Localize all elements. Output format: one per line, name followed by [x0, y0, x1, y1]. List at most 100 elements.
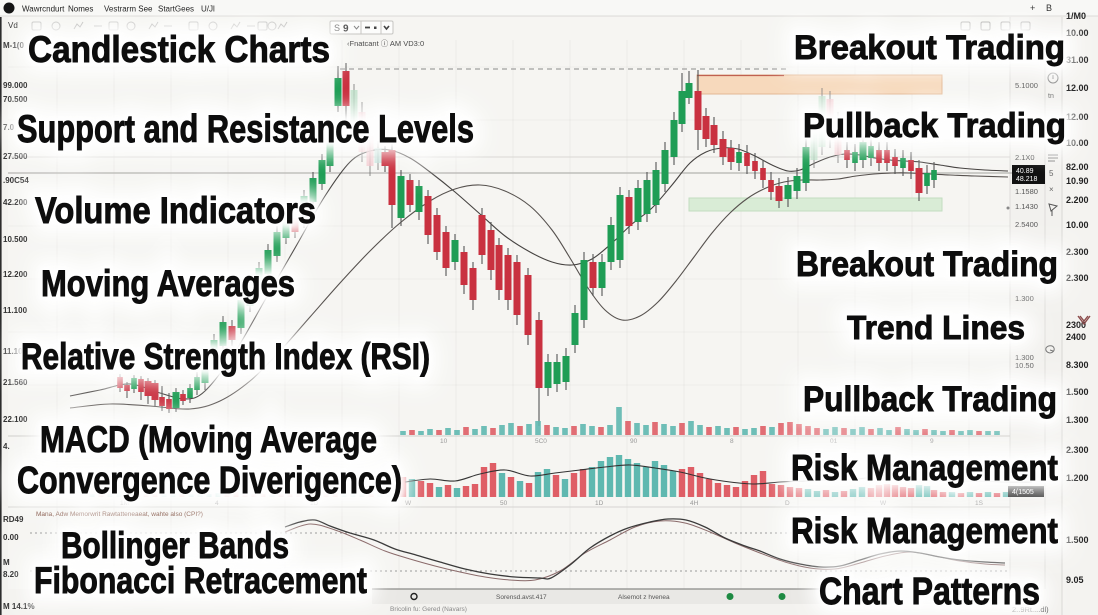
svg-text:1.200: 1.200 — [1066, 473, 1089, 483]
svg-text:StartGees: StartGees — [158, 5, 194, 14]
svg-text:1/M0: 1/M0 — [1066, 11, 1086, 21]
svg-text:5: 5 — [1049, 169, 1054, 178]
svg-text:Trend Lines: Trend Lines — [847, 309, 1025, 346]
svg-text:Wawrcndurt: Wawrcndurt — [22, 5, 65, 14]
svg-text:31.00: 31.00 — [1066, 55, 1089, 65]
svg-text:99.000: 99.000 — [3, 81, 28, 90]
svg-text:Relative Strength Index (RSI): Relative Strength Index (RSI) — [21, 336, 430, 377]
svg-text:1.1580: 1.1580 — [1015, 187, 1038, 196]
svg-text:Risk Management: Risk Management — [791, 447, 1058, 488]
svg-text:1D: 1D — [595, 500, 604, 507]
svg-text:M: M — [3, 558, 10, 567]
svg-text:10: 10 — [440, 438, 448, 445]
svg-text:7.0: 7.0 — [3, 123, 15, 132]
svg-text:Pullback Trading: Pullback Trading — [803, 380, 1057, 419]
svg-text:Bricolin fu: Gered (Navars): Bricolin fu: Gered (Navars) — [390, 606, 467, 613]
svg-text:B: B — [1046, 3, 1052, 13]
svg-text:‹Fnatcant ⓘ AM VD3:0: ‹Fnatcant ⓘ AM VD3:0 — [347, 39, 424, 48]
svg-text:Vd: Vd — [8, 21, 18, 30]
svg-text:12.00: 12.00 — [1066, 112, 1089, 122]
svg-text:9: 9 — [930, 438, 934, 445]
svg-text:50: 50 — [500, 500, 508, 507]
svg-text:2..9Rt....dl): 2..9Rt....dl) — [1012, 605, 1049, 614]
svg-text:9.05: 9.05 — [1066, 575, 1084, 585]
svg-text:Convergence Diverigence): Convergence Diverigence) — [17, 460, 402, 502]
svg-text:8: 8 — [730, 438, 734, 445]
svg-text:Relative Strength Index (RSI): Relative Strength Index (RSI) — [21, 336, 430, 377]
svg-text:12.200: 12.200 — [3, 270, 28, 279]
svg-text:11.100: 11.100 — [3, 306, 28, 315]
svg-text:10: 10 — [160, 438, 168, 445]
svg-text:5.1000: 5.1000 — [1015, 81, 1038, 90]
svg-text:Candlestick Charts: Candlestick Charts — [28, 28, 330, 70]
svg-text:48.218: 48.218 — [1016, 176, 1038, 183]
svg-text:Chart Patterns: Chart Patterns — [819, 571, 1040, 613]
svg-text:5C0: 5C0 — [535, 438, 547, 445]
svg-text:10.90: 10.90 — [1066, 176, 1089, 186]
svg-text:Sorensd.avst.417: Sorensd.avst.417 — [496, 594, 547, 601]
svg-text:Risk Management: Risk Management — [791, 447, 1058, 488]
svg-text:5: 5 — [345, 438, 349, 445]
svg-text:Alsemot z hvenea: Alsemot z hvenea — [618, 594, 670, 601]
svg-text:D: D — [785, 500, 790, 507]
svg-text:Volume Indicators: Volume Indicators — [35, 190, 316, 231]
svg-text:Mana, Adw Memorwrit Rawtattene: Mana, Adw Memorwrit Rawtatteneaeat, waht… — [36, 511, 203, 518]
svg-text:1D: 1D — [310, 500, 319, 507]
svg-text:Support and Resistance Levels: Support and Resistance Levels — [17, 108, 474, 151]
svg-text:40.89: 40.89 — [1016, 168, 1034, 175]
svg-text:Bollinger Bands: Bollinger Bands — [61, 525, 289, 566]
svg-text:21.560: 21.560 — [3, 378, 28, 387]
svg-text:1D: 1D — [250, 438, 259, 445]
svg-text:4H: 4H — [690, 500, 699, 507]
svg-text:1.1430: 1.1430 — [1015, 202, 1038, 211]
svg-text:M 14.1%: M 14.1% — [3, 602, 35, 611]
svg-text:W: W — [880, 500, 887, 507]
svg-text:8.20: 8.20 — [3, 570, 19, 579]
svg-text:Bollinger Bands: Bollinger Bands — [61, 525, 289, 566]
svg-text:+: + — [1030, 3, 1035, 13]
svg-text:70.500: 70.500 — [3, 95, 28, 104]
svg-text:.90C54: .90C54 — [3, 176, 29, 185]
svg-text:4: 4 — [215, 500, 219, 507]
svg-text:Volume Indicators: Volume Indicators — [35, 190, 316, 231]
svg-text:1.300: 1.300 — [1066, 415, 1089, 425]
svg-text:8.300: 8.300 — [1066, 360, 1089, 370]
svg-text:MACD (Moving Average: MACD (Moving Average — [40, 419, 377, 460]
svg-text:Fibonacci Retracement: Fibonacci Retracement — [34, 560, 367, 601]
svg-text:9: 9 — [343, 24, 349, 35]
svg-text:1.300: 1.300 — [1015, 294, 1034, 303]
svg-text:2.5400: 2.5400 — [1015, 220, 1038, 229]
svg-text:10.50: 10.50 — [1015, 361, 1034, 370]
svg-text:2.300: 2.300 — [1066, 273, 1089, 283]
svg-text:10.00: 10.00 — [1066, 28, 1089, 38]
svg-text:Candlestick Charts: Candlestick Charts — [28, 28, 330, 70]
svg-text:2.1X0: 2.1X0 — [1015, 153, 1035, 162]
svg-text:Support and Resistance Levels: Support and Resistance Levels — [17, 108, 474, 151]
svg-text:Risk Management: Risk Management — [791, 510, 1058, 551]
svg-text:11.100: 11.100 — [3, 347, 28, 356]
svg-text:Chart Patterns: Chart Patterns — [819, 571, 1040, 613]
svg-text:Breakout Trading: Breakout Trading — [794, 29, 1065, 67]
svg-text:12.00: 12.00 — [1066, 83, 1089, 93]
svg-text:10.00: 10.00 — [1066, 138, 1089, 148]
svg-text:Nomes: Nomes — [68, 5, 93, 14]
svg-text:2.300: 2.300 — [1066, 247, 1089, 257]
svg-text:Breakout Trading: Breakout Trading — [794, 29, 1065, 67]
svg-text:Moving Averages: Moving Averages — [41, 263, 295, 304]
svg-text:82.00: 82.00 — [1066, 162, 1089, 172]
svg-text:Risk Management: Risk Management — [791, 510, 1058, 551]
svg-text:1S: 1S — [975, 500, 984, 507]
svg-text:tn: tn — [1048, 93, 1054, 100]
svg-text:10.500: 10.500 — [3, 235, 28, 244]
svg-text:90: 90 — [630, 438, 638, 445]
svg-text:01: 01 — [830, 438, 838, 445]
svg-text:42.200: 42.200 — [3, 198, 28, 207]
svg-text:Vestrarm See: Vestrarm See — [104, 5, 153, 14]
svg-text:M-1(0: M-1(0 — [3, 41, 24, 50]
svg-text:1.500: 1.500 — [1066, 387, 1089, 397]
svg-text:22.100: 22.100 — [3, 415, 28, 424]
svg-text:2.300: 2.300 — [1066, 445, 1089, 455]
svg-text:1M: 1M — [120, 500, 129, 507]
svg-text:2.200: 2.200 — [1066, 195, 1089, 205]
svg-text:0.00: 0.00 — [3, 533, 19, 542]
